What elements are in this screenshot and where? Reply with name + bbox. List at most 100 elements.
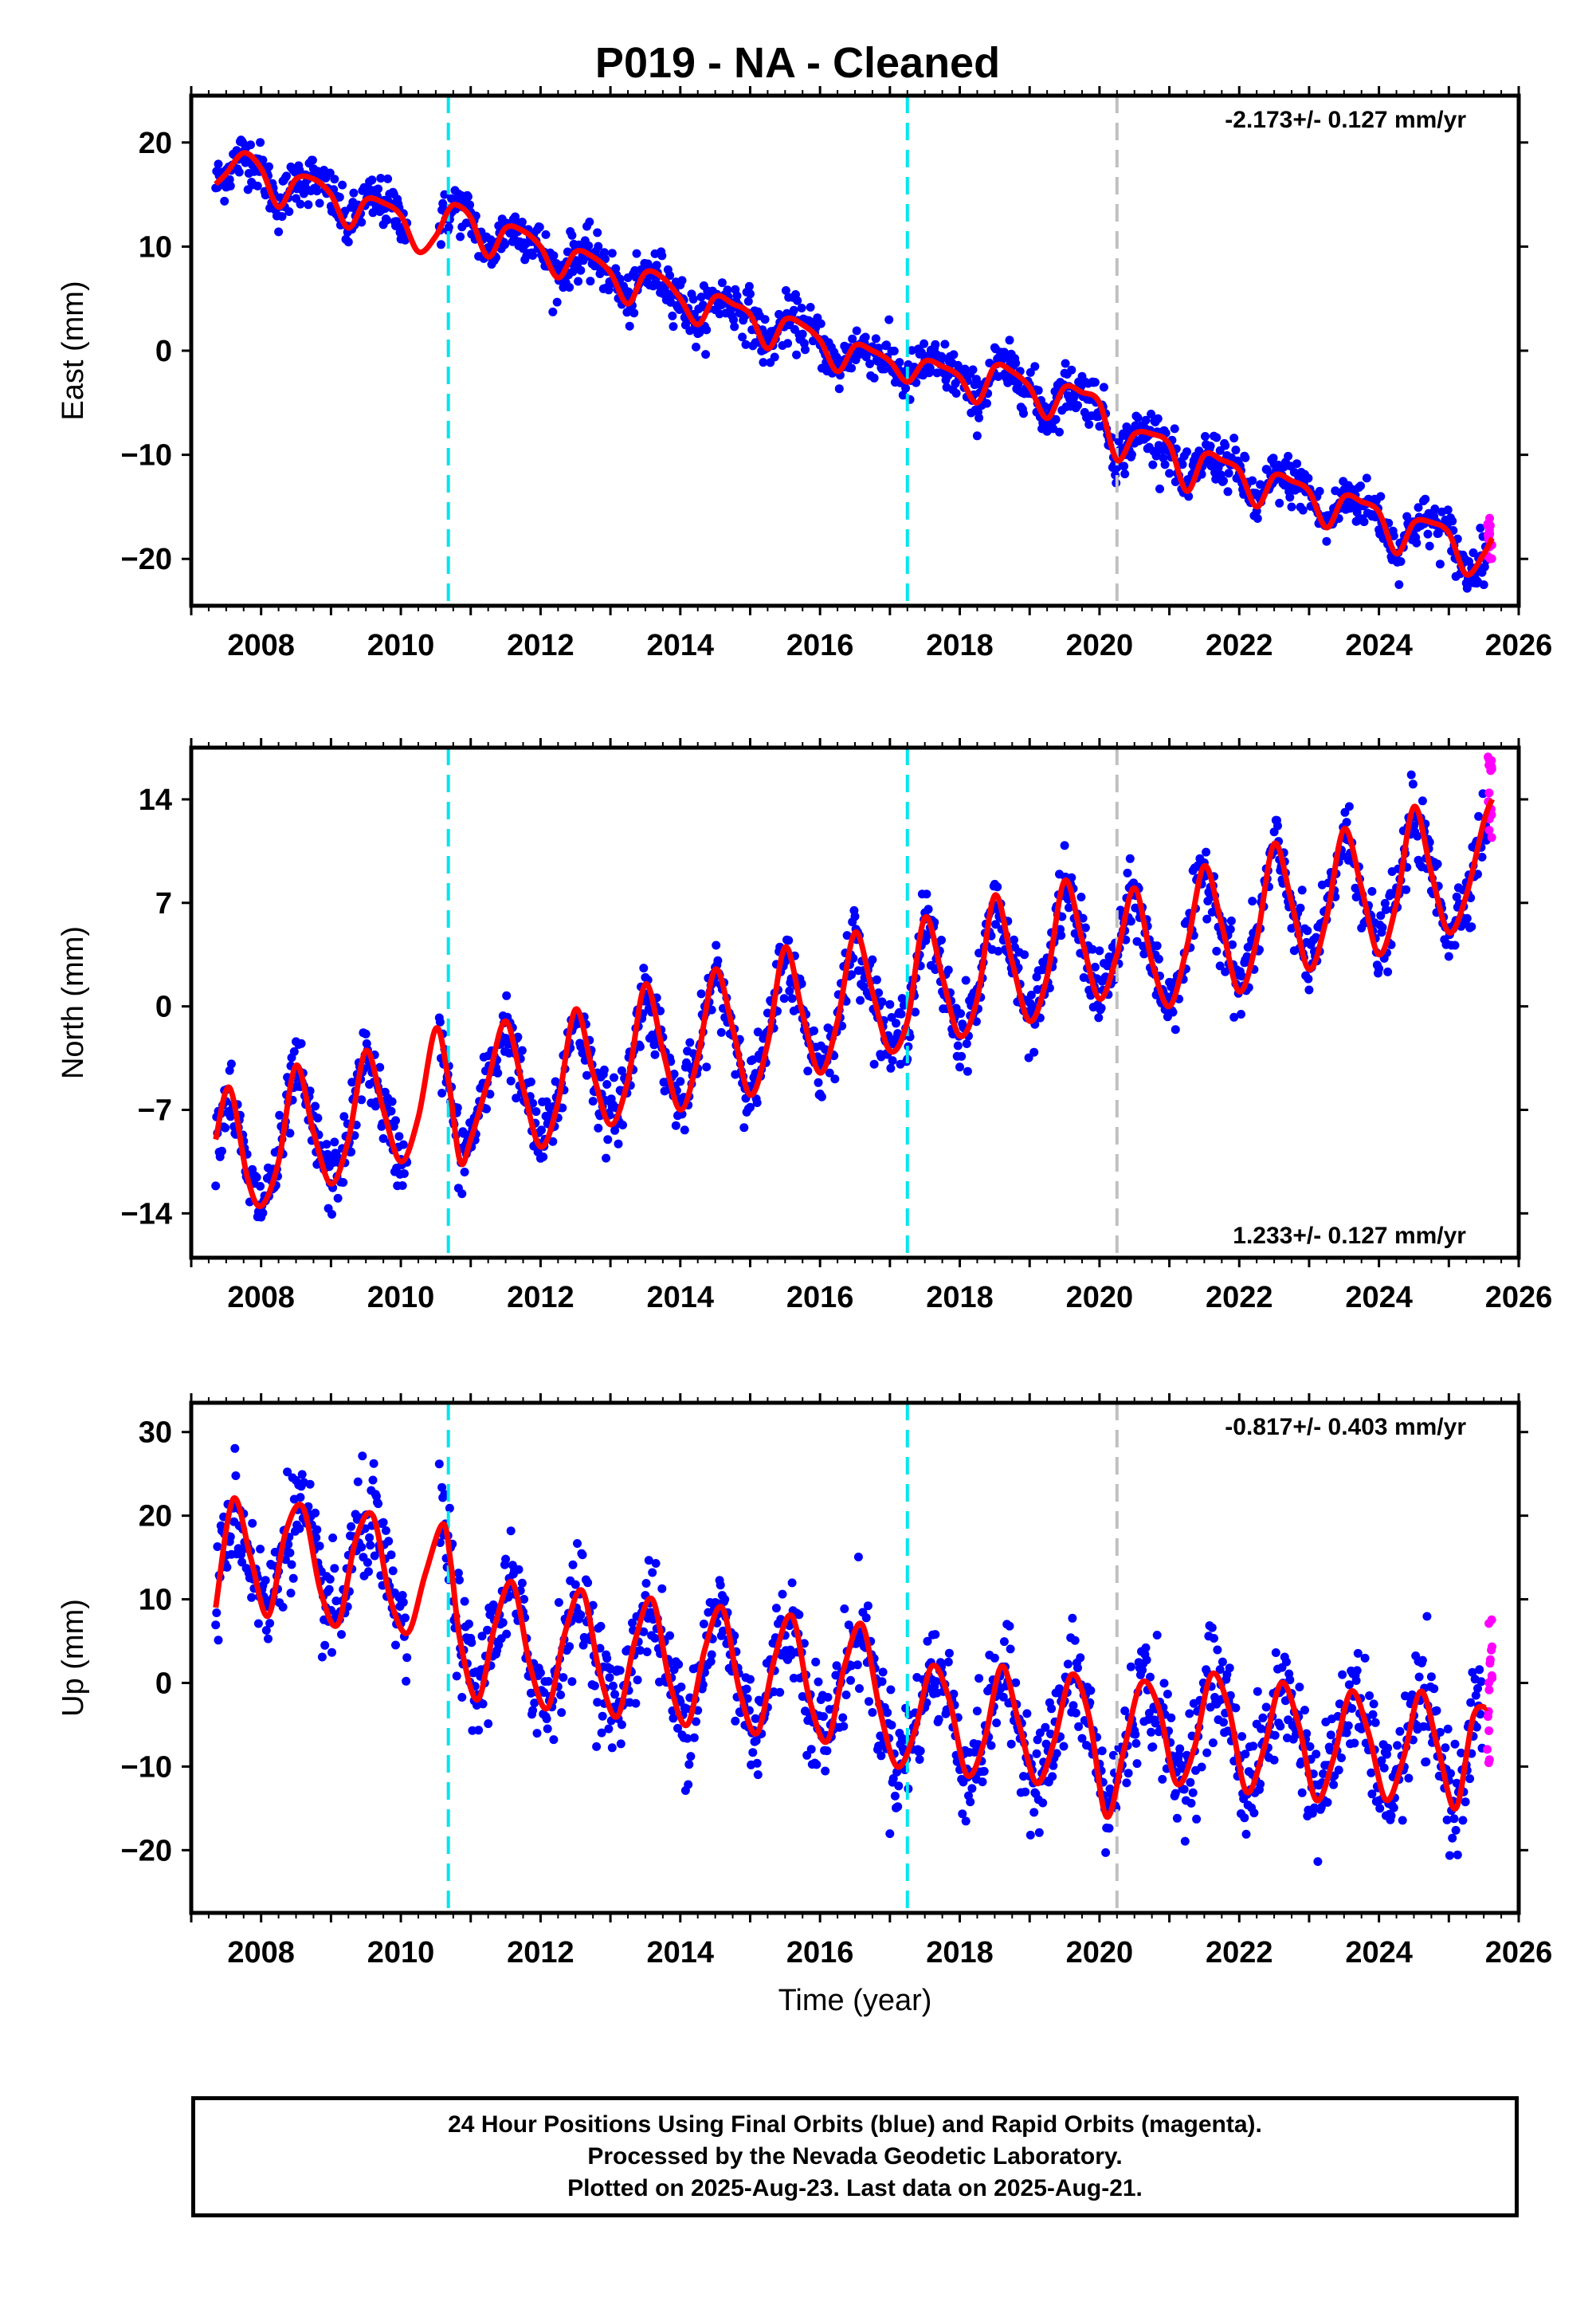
data-point bbox=[1049, 1761, 1058, 1770]
data-point bbox=[1028, 1001, 1037, 1011]
data-point bbox=[1099, 383, 1108, 392]
data-point bbox=[1365, 1691, 1374, 1700]
data-point bbox=[1469, 548, 1478, 557]
data-point bbox=[1229, 434, 1239, 443]
data-point bbox=[594, 242, 603, 251]
data-point bbox=[1197, 1762, 1206, 1772]
data-point bbox=[217, 1146, 226, 1156]
data-point bbox=[1379, 1763, 1389, 1773]
data-point bbox=[457, 1189, 467, 1199]
data-point bbox=[676, 1683, 686, 1691]
data-point bbox=[369, 1459, 378, 1468]
data-point bbox=[1476, 524, 1485, 532]
data-point bbox=[803, 1066, 813, 1076]
data-point bbox=[991, 920, 1000, 929]
data-point bbox=[542, 1714, 551, 1723]
data-point bbox=[685, 1038, 695, 1047]
data-point bbox=[810, 1026, 818, 1035]
data-point bbox=[1442, 1815, 1452, 1824]
data-point bbox=[1070, 1636, 1080, 1645]
data-point bbox=[460, 1168, 469, 1176]
data-point bbox=[1133, 413, 1143, 422]
data-point bbox=[261, 1626, 271, 1635]
data-point bbox=[1019, 409, 1028, 418]
data-point bbox=[220, 196, 229, 206]
data-point bbox=[549, 251, 559, 261]
data-point bbox=[1202, 847, 1211, 857]
data-point bbox=[493, 1068, 503, 1078]
data-point bbox=[1219, 476, 1228, 485]
data-point bbox=[1241, 453, 1250, 462]
data-point bbox=[738, 332, 747, 342]
data-point bbox=[1127, 450, 1136, 459]
data-point bbox=[748, 1748, 758, 1757]
data-point bbox=[751, 1714, 760, 1723]
data-point bbox=[680, 1125, 689, 1135]
data-point bbox=[592, 1742, 602, 1751]
data-point bbox=[349, 188, 359, 198]
x-tick-label: 2024 bbox=[1345, 1936, 1413, 1969]
data-point bbox=[598, 1711, 607, 1721]
data-point bbox=[846, 1675, 855, 1685]
data-point bbox=[265, 162, 273, 171]
data-point bbox=[1178, 460, 1187, 469]
panel-east: 2008 2010 2012 2014 2016 2018 2020 2022 2024 2026… bbox=[57, 86, 1552, 662]
data-point bbox=[707, 1005, 716, 1015]
data-point bbox=[1315, 486, 1324, 496]
data-point bbox=[1285, 1675, 1295, 1685]
data-point bbox=[1351, 1676, 1361, 1685]
data-point bbox=[842, 931, 852, 941]
data-point bbox=[783, 339, 793, 348]
x-tick-label: 2022 bbox=[1206, 1936, 1273, 1969]
data-point bbox=[744, 281, 754, 291]
data-point bbox=[1207, 1623, 1217, 1632]
data-point bbox=[1448, 516, 1457, 526]
data-point bbox=[865, 359, 875, 368]
data-point bbox=[315, 1541, 324, 1551]
data-point bbox=[578, 1048, 587, 1058]
data-point bbox=[1034, 1828, 1044, 1837]
data-point bbox=[635, 1646, 645, 1655]
data-point bbox=[949, 1689, 959, 1698]
rapid-point bbox=[1485, 554, 1495, 564]
data-point bbox=[1237, 1732, 1247, 1742]
data-point bbox=[1322, 536, 1331, 546]
data-point bbox=[893, 1802, 903, 1812]
data-point bbox=[789, 1674, 798, 1683]
data-point bbox=[482, 1104, 491, 1113]
data-point bbox=[258, 1208, 268, 1218]
data-point bbox=[603, 1135, 613, 1145]
data-point bbox=[330, 1137, 339, 1147]
x-tick-label: 2018 bbox=[926, 1281, 994, 1314]
data-point bbox=[277, 212, 287, 222]
data-point bbox=[1095, 946, 1104, 956]
data-point bbox=[1151, 451, 1161, 461]
data-point bbox=[610, 1073, 618, 1082]
data-point bbox=[1270, 1730, 1280, 1740]
data-point bbox=[1344, 1680, 1354, 1690]
data-point bbox=[567, 1677, 577, 1687]
data-point bbox=[1441, 1743, 1450, 1753]
data-point bbox=[963, 1066, 972, 1076]
data-point bbox=[453, 1103, 462, 1113]
data-point bbox=[285, 1548, 295, 1557]
data-point bbox=[855, 1684, 864, 1693]
data-point bbox=[440, 1490, 449, 1499]
data-point bbox=[602, 1153, 611, 1163]
data-point bbox=[1395, 1726, 1405, 1736]
data-point bbox=[979, 1766, 989, 1776]
data-point bbox=[230, 1443, 240, 1453]
data-point bbox=[642, 1647, 652, 1656]
data-point bbox=[305, 1479, 315, 1489]
data-point bbox=[732, 291, 742, 300]
data-point bbox=[1071, 1708, 1080, 1718]
data-point bbox=[1123, 1769, 1133, 1778]
data-point bbox=[847, 970, 857, 980]
data-point bbox=[1273, 821, 1282, 831]
data-point bbox=[895, 358, 904, 367]
data-point bbox=[1231, 446, 1241, 455]
x-tick-label: 2020 bbox=[1066, 629, 1134, 662]
data-point bbox=[1359, 517, 1369, 527]
data-point bbox=[615, 1666, 625, 1675]
